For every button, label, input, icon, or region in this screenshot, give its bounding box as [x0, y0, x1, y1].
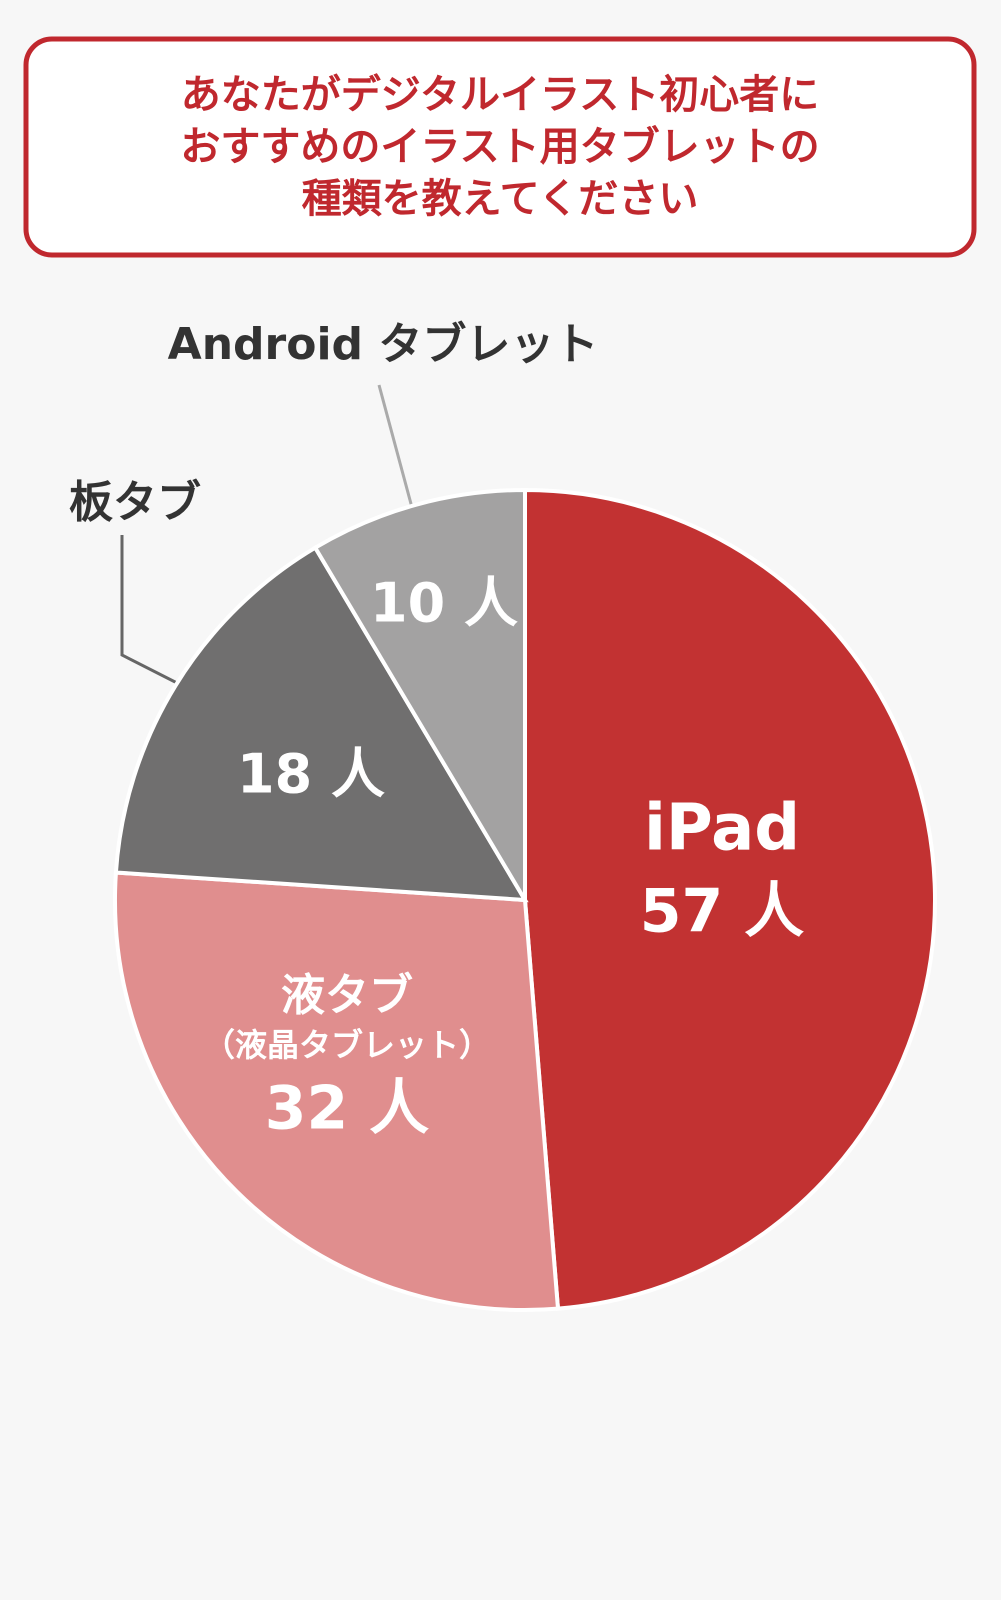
- value-label: 18 人: [237, 743, 385, 806]
- pie-slice: [523, 487, 937, 1311]
- category-note: （液晶タブレット）: [203, 1026, 491, 1064]
- chart-title: あなたがデジタルイラスト初心者に: [181, 72, 819, 118]
- leader-line: [377, 384, 416, 516]
- value-label: 57 人: [640, 877, 804, 947]
- category-label: 板タブ: [69, 477, 201, 528]
- leader-line: [120, 535, 184, 688]
- value-label: 10 人: [370, 572, 518, 635]
- pie-slice: [113, 870, 561, 1312]
- pie-slice: [113, 544, 529, 903]
- title-box: [23, 36, 977, 258]
- category-label: iPad: [644, 792, 800, 866]
- category-label: 液タブ: [281, 970, 413, 1021]
- chart-title: おすすめのイラスト用タブレットの: [180, 124, 819, 170]
- category-label: Android タブレット: [168, 319, 599, 370]
- value-label: 32 人: [265, 1074, 429, 1144]
- pie-slice: [312, 487, 527, 908]
- chart-title: 種類を教えてください: [302, 176, 699, 222]
